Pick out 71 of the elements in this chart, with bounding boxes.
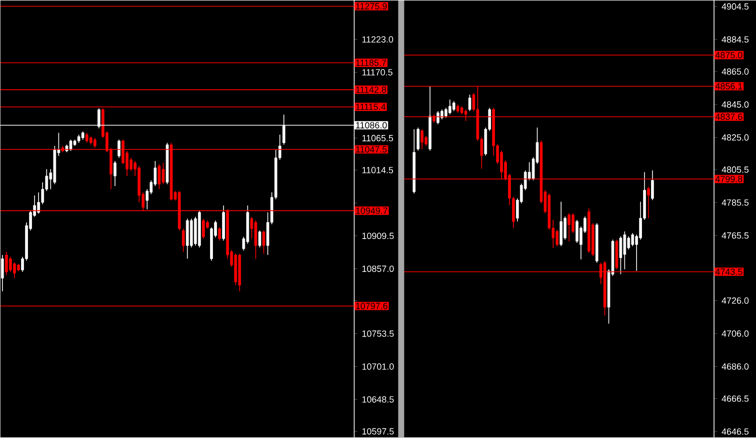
candlestick — [162, 162, 165, 185]
ref-line-label: 10797.6 — [356, 302, 388, 310]
candlestick — [5, 251, 8, 276]
y-tick-label: 4726.0 — [722, 297, 749, 304]
y-tick-label: 4904.5 — [722, 3, 749, 10]
candlestick — [416, 127, 420, 152]
ref-line-label: 11275.9 — [356, 3, 387, 10]
y-tick-label: 10857.0 — [362, 266, 394, 272]
y-tick-label: 4805.5 — [722, 166, 749, 173]
candlestick — [468, 94, 472, 112]
candlestick — [576, 219, 578, 244]
y-tick-label: 4666.5 — [722, 395, 749, 402]
candlestick — [568, 212, 570, 242]
y-tick-label: 4845.0 — [722, 101, 749, 108]
ref-line-label: 4799.8 — [715, 176, 742, 182]
ref-line-label: 11142.8 — [356, 86, 386, 93]
candlestick — [560, 201, 562, 247]
candlestick — [448, 99, 452, 115]
ref-line-label: 11047.5 — [356, 146, 387, 153]
ref-line-label: 11086.0 — [356, 122, 387, 128]
y-tick-label: 4646.5 — [722, 428, 749, 435]
y-tick-label: 4865.0 — [722, 68, 749, 75]
candlestick — [436, 110, 440, 125]
candlestick — [1, 254, 4, 292]
candlestick — [258, 230, 262, 248]
y-tick-label: 10753.5 — [362, 330, 394, 337]
y-tick-label: 10701.0 — [362, 363, 394, 370]
ref-line-label: 4856.1 — [715, 83, 742, 90]
ref-line-label: 11115.4 — [356, 104, 386, 110]
candlestick — [452, 100, 456, 112]
ref-line-label: 11185.7 — [356, 60, 386, 66]
candlestick — [631, 232, 634, 247]
candlestick — [118, 139, 120, 158]
candlestick — [85, 132, 88, 144]
candlestick — [444, 107, 448, 118]
candlestick — [440, 109, 444, 120]
y-tick-label: 11223.0 — [362, 36, 394, 43]
y-tick-label: 4706.0 — [722, 330, 749, 337]
y-tick-label: 10597.5 — [362, 428, 394, 435]
y-tick-label: 4785.5 — [722, 199, 749, 206]
ref-line-label: 4837.6 — [715, 114, 742, 120]
candlestick — [218, 226, 221, 241]
candlestick — [254, 220, 258, 260]
candlestick — [262, 230, 266, 254]
candlestick — [69, 139, 72, 152]
candlestick — [647, 186, 650, 219]
y-tick-label: 4825.0 — [722, 134, 749, 141]
candlestick — [202, 218, 205, 240]
candlestick — [37, 192, 40, 214]
candlestick — [158, 164, 161, 190]
candlestick — [9, 256, 12, 272]
candlestick — [420, 128, 424, 150]
candlestick — [13, 262, 16, 279]
ref-line-label: 4875.0 — [715, 52, 742, 58]
candlestick — [114, 160, 116, 186]
y-tick-label: 10909.5 — [362, 232, 394, 240]
y-tick-label: 11065.5 — [362, 134, 394, 142]
candlestick — [182, 228, 185, 252]
y-tick-label: 11014.5 — [362, 166, 394, 174]
candlestick — [651, 170, 654, 200]
y-tick-label: 10648.5 — [362, 396, 394, 403]
y-tick-label: 4884.5 — [722, 36, 749, 43]
ref-line-label: 10949.7 — [356, 207, 388, 214]
y-tick-label: 4765.5 — [722, 232, 749, 239]
y-tick-label: 4686.0 — [722, 363, 749, 370]
ref-line-label: 4743.5 — [715, 268, 742, 275]
y-tick-label: 11170.5 — [362, 69, 392, 76]
candlestick — [556, 229, 559, 247]
candlestick — [623, 230, 626, 270]
candlestick — [619, 236, 622, 275]
candlestick — [572, 212, 574, 234]
